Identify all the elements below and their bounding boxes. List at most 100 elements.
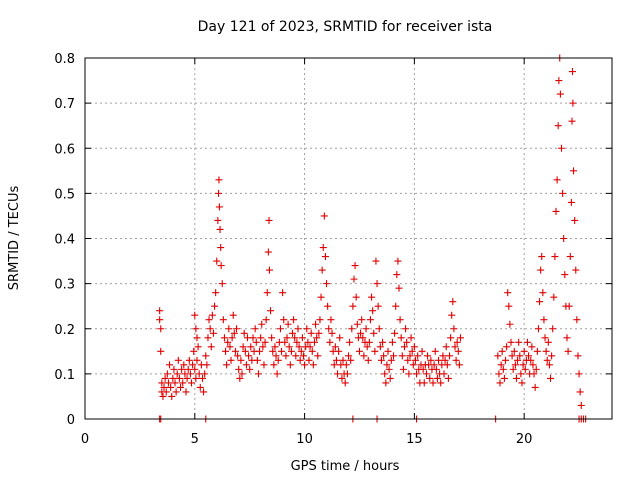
data-point [174, 356, 182, 364]
data-point [220, 334, 228, 342]
data-point [196, 383, 204, 391]
data-point [573, 316, 581, 324]
data-point [391, 329, 399, 337]
data-point [561, 271, 569, 279]
data-point [201, 370, 209, 378]
data-point [363, 343, 371, 351]
data-point [450, 325, 458, 333]
data-point [498, 347, 506, 355]
axis-ticks: 0 5 10 15 20 0 0.1 0.2 0.3 0.4 0.5 0.6 0.7 0.8 [54, 52, 612, 447]
data-point [259, 343, 267, 351]
data-point [252, 338, 260, 346]
data-point [286, 361, 294, 369]
data-point [454, 347, 462, 355]
data-point [346, 338, 354, 346]
data-point [238, 370, 246, 378]
data-point [284, 320, 292, 328]
data-point [287, 347, 295, 355]
data-point [554, 122, 562, 130]
data-point [178, 365, 186, 373]
data-point [359, 334, 367, 342]
data-point [552, 207, 560, 215]
data-point [168, 392, 176, 400]
data-point [180, 361, 188, 369]
data-point [368, 293, 376, 301]
data-point [321, 253, 329, 261]
data-point [570, 167, 578, 175]
data-point [185, 356, 193, 364]
data-point [525, 352, 533, 360]
data-point [347, 356, 355, 364]
data-point [394, 257, 402, 265]
data-point [239, 343, 247, 351]
data-point [318, 266, 326, 274]
data-point [456, 334, 464, 342]
data-point [551, 253, 559, 261]
data-point [349, 302, 357, 310]
data-point [441, 356, 449, 364]
data-point [568, 68, 576, 76]
data-point [190, 347, 198, 355]
data-point [281, 338, 289, 346]
data-point [324, 302, 332, 310]
data-point [191, 365, 199, 373]
data-point [567, 198, 575, 206]
data-point [217, 262, 225, 270]
data-point [440, 370, 448, 378]
data-point [557, 144, 565, 152]
data-point [158, 379, 166, 387]
data-point [408, 347, 416, 355]
data-point [530, 370, 538, 378]
data-point [312, 320, 320, 328]
x-tick-label: 20 [516, 432, 533, 447]
data-point [537, 266, 545, 274]
data-point [332, 356, 340, 364]
data-point [334, 370, 342, 378]
data-point [429, 379, 437, 387]
x-tick-label: 15 [406, 432, 423, 447]
data-point [235, 365, 243, 373]
data-point [342, 361, 350, 369]
data-point [225, 325, 233, 333]
data-point [427, 356, 435, 364]
data-point [550, 293, 558, 301]
data-point [172, 388, 180, 396]
data-point [528, 343, 536, 351]
data-point [179, 379, 187, 387]
data-point [403, 338, 411, 346]
data-point [271, 343, 279, 351]
data-point [451, 343, 459, 351]
data-point [447, 334, 455, 342]
data-point [357, 329, 365, 337]
data-point [229, 311, 237, 319]
data-point [411, 356, 419, 364]
data-point [298, 334, 306, 342]
data-point [366, 316, 374, 324]
data-point [380, 352, 388, 360]
data-point [215, 176, 223, 184]
data-point [505, 302, 513, 310]
data-point [319, 244, 327, 252]
data-point [511, 361, 519, 369]
data-point [224, 338, 232, 346]
data-point [553, 176, 561, 184]
data-point [205, 316, 213, 324]
data-point [540, 316, 548, 324]
data-point [569, 99, 577, 107]
data-point [189, 361, 197, 369]
data-point [314, 352, 322, 360]
data-point [306, 343, 314, 351]
data-point [202, 352, 210, 360]
data-point [576, 388, 584, 396]
data-point [418, 347, 426, 355]
data-point [320, 212, 328, 220]
y-tick-label: 0 [67, 413, 75, 428]
data-point [375, 325, 383, 333]
data-point [402, 325, 410, 333]
data-point [372, 257, 380, 265]
data-point [452, 356, 460, 364]
data-point [538, 253, 546, 261]
data-point [268, 334, 276, 342]
data-point [198, 374, 206, 382]
data-point [283, 334, 291, 342]
